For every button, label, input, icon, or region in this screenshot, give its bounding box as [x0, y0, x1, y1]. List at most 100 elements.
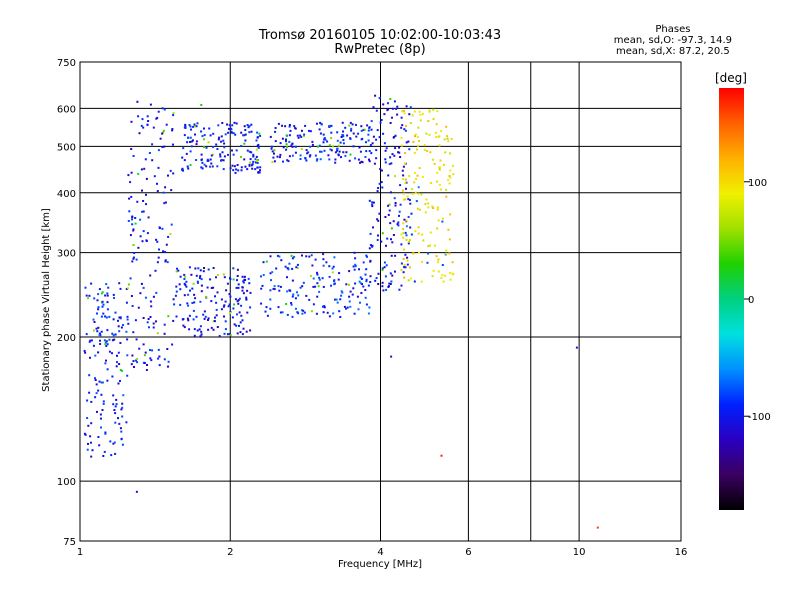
data-point — [220, 140, 223, 143]
data-point — [117, 417, 119, 420]
data-point — [179, 288, 182, 291]
data-point — [93, 297, 96, 300]
data-point — [235, 168, 238, 171]
data-point — [157, 166, 160, 169]
data-point — [141, 189, 143, 192]
data-point — [365, 280, 368, 283]
data-point — [319, 150, 321, 153]
data-point — [102, 312, 105, 315]
data-point — [145, 203, 147, 206]
data-point — [140, 282, 143, 285]
data-point — [228, 127, 230, 130]
data-point — [331, 145, 334, 148]
data-point — [407, 198, 410, 201]
colorbar — [719, 88, 744, 510]
data-point — [404, 266, 407, 269]
data-point — [288, 134, 291, 137]
data-point — [100, 315, 103, 318]
data-point — [412, 140, 415, 143]
data-point — [154, 269, 157, 272]
data-point — [367, 133, 370, 136]
data-point — [431, 205, 434, 208]
data-point — [231, 316, 234, 319]
data-point — [144, 296, 147, 299]
data-point — [448, 238, 451, 241]
data-point — [142, 317, 145, 319]
data-point — [341, 134, 344, 137]
data-point — [330, 131, 333, 134]
data-point — [284, 265, 287, 268]
data-point — [323, 149, 326, 152]
data-point — [146, 232, 149, 235]
data-point — [376, 239, 379, 241]
data-point — [322, 311, 325, 314]
data-point — [438, 183, 441, 186]
data-point — [351, 293, 354, 296]
data-point — [231, 164, 234, 167]
data-point — [448, 175, 451, 177]
data-point — [334, 298, 336, 301]
data-point — [246, 289, 249, 292]
data-point — [385, 147, 388, 150]
data-point — [114, 412, 117, 415]
data-point — [381, 281, 384, 284]
data-point — [402, 198, 405, 201]
data-point — [446, 137, 449, 140]
data-point — [390, 238, 392, 241]
data-point — [241, 289, 244, 292]
data-point — [116, 354, 118, 357]
data-point — [231, 149, 233, 152]
data-point — [332, 312, 335, 315]
data-point — [96, 330, 99, 333]
data-point — [377, 187, 380, 189]
data-point — [157, 149, 160, 152]
data-point — [383, 113, 386, 116]
colorbar-ticks: 100 0 -100 — [744, 178, 771, 423]
data-point — [163, 202, 166, 205]
data-point — [450, 137, 453, 140]
data-point — [201, 135, 204, 138]
data-point — [392, 220, 395, 223]
data-point — [90, 422, 93, 425]
data-point — [365, 141, 367, 144]
data-point — [100, 292, 103, 295]
data-point — [404, 125, 407, 128]
data-point — [384, 149, 387, 152]
data-point — [275, 267, 278, 270]
data-point — [142, 210, 145, 213]
data-point — [270, 279, 272, 282]
data-point — [162, 191, 165, 194]
data-point — [291, 267, 294, 270]
data-point — [193, 334, 196, 337]
data-point — [104, 343, 107, 346]
data-point — [438, 168, 441, 171]
data-point — [208, 127, 211, 130]
data-point — [369, 144, 372, 146]
data-point — [222, 139, 225, 142]
data-point — [326, 311, 329, 314]
data-point — [238, 324, 240, 327]
data-point — [188, 314, 191, 317]
data-point — [164, 260, 167, 263]
data-point — [102, 303, 105, 306]
data-point — [269, 255, 272, 258]
data-point — [210, 162, 213, 165]
data-point — [348, 295, 351, 298]
data-point — [203, 163, 206, 166]
data-point — [434, 131, 437, 134]
data-point — [393, 154, 396, 157]
data-point — [119, 287, 122, 290]
data-point — [279, 153, 282, 156]
data-point — [172, 143, 174, 146]
data-point — [175, 315, 178, 318]
data-point — [354, 265, 357, 268]
data-point — [237, 283, 240, 286]
data-point — [193, 293, 196, 296]
data-point — [181, 168, 184, 171]
data-point — [279, 285, 282, 288]
data-point — [145, 369, 148, 371]
data-point — [449, 176, 452, 179]
data-point — [248, 150, 251, 153]
data-point — [104, 294, 107, 297]
data-point — [256, 131, 259, 134]
